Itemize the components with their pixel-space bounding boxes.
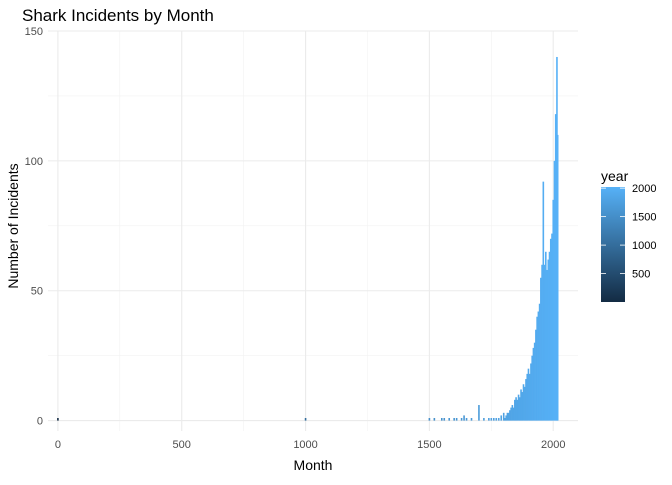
y-tick-label: 50: [31, 286, 43, 298]
legend-tick-label: 500: [632, 269, 650, 281]
bar: [505, 415, 507, 421]
bar: [433, 418, 436, 421]
bar: [510, 407, 512, 421]
bar: [448, 418, 451, 421]
bar: [528, 373, 531, 421]
legend-tick-label: 2000: [632, 183, 656, 195]
bar: [526, 373, 529, 421]
legend-title: year: [601, 168, 629, 184]
bar: [551, 233, 553, 421]
bar: [531, 355, 533, 421]
bar: [545, 251, 547, 421]
bar: [507, 412, 510, 421]
bar: [554, 114, 557, 421]
bar: [518, 397, 521, 421]
bar: [553, 160, 556, 421]
bar: [511, 405, 514, 421]
y-tick-label: 150: [25, 26, 43, 38]
bar: [546, 269, 548, 421]
bar: [535, 329, 537, 421]
bar: [495, 418, 498, 421]
axes: 0 500 1000 1500 2000 0 50 100 150: [25, 26, 566, 451]
bar: [460, 418, 463, 421]
bar: [443, 418, 446, 421]
bar: [538, 303, 541, 421]
x-tick-label: 0: [55, 439, 61, 451]
bar: [506, 412, 509, 421]
bar: [527, 368, 530, 421]
grid: [48, 30, 578, 431]
bar: [509, 410, 511, 421]
bar: [57, 418, 59, 421]
bar: [453, 418, 455, 421]
bar: [490, 418, 493, 421]
bar: [547, 259, 550, 421]
bar: [530, 363, 532, 421]
legend-tick-label: 1500: [632, 212, 656, 224]
bar: [552, 199, 555, 421]
bar: [483, 418, 485, 421]
bar: [533, 342, 536, 421]
bar: [470, 418, 473, 421]
bar: [515, 397, 517, 421]
x-axis-ticks: 0 500 1000 1500 2000: [55, 439, 566, 451]
bar: [537, 311, 540, 421]
bar: [540, 277, 542, 421]
bar: [304, 418, 307, 421]
bar: [543, 264, 546, 421]
bar: [536, 316, 538, 421]
bar: [523, 386, 526, 421]
chart-title: Shark Incidents by Month: [22, 6, 214, 25]
x-tick-label: 500: [173, 439, 191, 451]
y-axis-label: Number of Incidents: [5, 163, 21, 288]
bar: [502, 412, 505, 421]
bar: [556, 134, 559, 421]
legend-tick-label: 1000: [632, 240, 656, 252]
bar: [525, 379, 527, 421]
y-axis-ticks: 0 50 100 150: [25, 26, 43, 428]
bar: [428, 418, 431, 421]
bar: [465, 418, 468, 421]
bar: [542, 181, 545, 421]
x-tick-label: 1500: [417, 439, 441, 451]
bar: [532, 347, 535, 421]
y-tick-label: 0: [37, 416, 43, 428]
bar: [492, 418, 495, 421]
bar: [455, 418, 458, 421]
bar: [517, 394, 520, 421]
bar: [488, 418, 490, 421]
x-tick-label: 1000: [293, 439, 317, 451]
bar: [516, 399, 519, 421]
bar: [514, 399, 516, 421]
x-tick-label: 2000: [541, 439, 565, 451]
bar: [522, 384, 525, 421]
bar: [521, 392, 524, 421]
bar: [497, 418, 500, 421]
bar: [549, 238, 552, 421]
x-axis-label: Month: [294, 457, 333, 473]
bars: [57, 56, 559, 421]
bar: [548, 251, 551, 421]
bar: [478, 405, 480, 421]
bar: [512, 407, 515, 421]
bar: [500, 415, 503, 421]
bar: [440, 418, 443, 421]
bar: [463, 415, 465, 421]
bar: [541, 264, 543, 421]
color-legend: year 500 1000 1500 2000: [601, 168, 656, 302]
bar: [504, 418, 506, 421]
y-tick-label: 100: [25, 156, 43, 168]
legend-ticks: 500 1000 1500 2000: [601, 183, 656, 281]
bar: [520, 389, 522, 421]
legend-colorbar: [601, 187, 625, 302]
